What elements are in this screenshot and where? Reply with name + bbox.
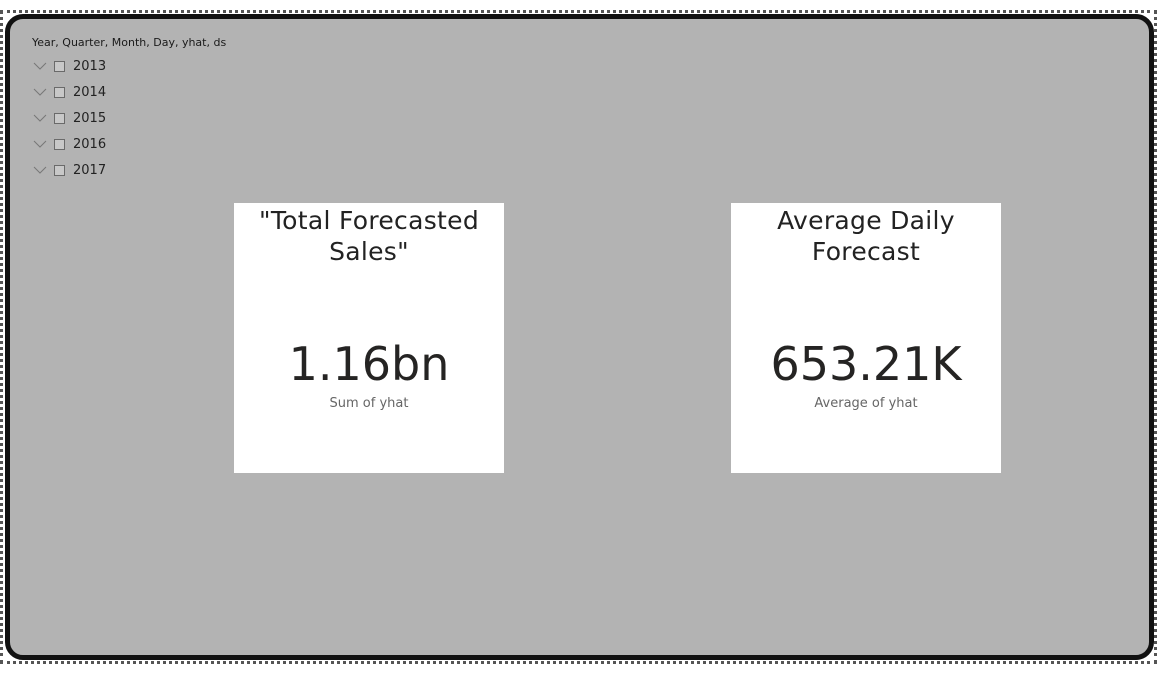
slicer-item-2014[interactable]: 2014 — [32, 79, 226, 105]
card-caption: Average of yhat — [814, 396, 918, 411]
total-forecasted-sales-card[interactable]: "Total Forecasted Sales" 1.16bn Sum of y… — [234, 203, 504, 473]
slicer-item-2017[interactable]: 2017 — [32, 157, 226, 183]
card-title-line: "Total Forecasted — [259, 206, 479, 235]
card-title-line: Sales" — [329, 237, 409, 266]
checkbox[interactable] — [54, 86, 65, 98]
date-hierarchy-slicer: Year, Quarter, Month, Day, yhat, ds 2013… — [32, 36, 226, 183]
card-value: 653.21K — [770, 337, 962, 391]
slicer-item-label: 2013 — [73, 58, 107, 74]
chevron-down-icon[interactable] — [32, 162, 48, 178]
slicer-item-2015[interactable]: 2015 — [32, 105, 226, 131]
slicer-item-label: 2016 — [73, 136, 107, 152]
chevron-down-icon[interactable] — [32, 110, 48, 126]
checkbox[interactable] — [54, 60, 65, 72]
page-frame — [0, 10, 1157, 664]
checkbox[interactable] — [54, 164, 65, 176]
chevron-down-icon[interactable] — [32, 136, 48, 152]
card-title: Average Daily Forecast — [731, 205, 1001, 267]
chevron-down-icon[interactable] — [32, 58, 48, 74]
checkbox[interactable] — [54, 138, 65, 150]
slicer-item-2013[interactable]: 2013 — [32, 53, 226, 79]
slicer-item-2016[interactable]: 2016 — [32, 131, 226, 157]
card-value: 1.16bn — [288, 337, 450, 391]
card-title-line: Average Daily — [777, 206, 955, 235]
average-daily-forecast-card[interactable]: Average Daily Forecast 653.21K Average o… — [731, 203, 1001, 473]
card-title: "Total Forecasted Sales" — [234, 205, 504, 267]
slicer-item-label: 2014 — [73, 84, 107, 100]
checkbox[interactable] — [54, 112, 65, 124]
slicer-item-label: 2015 — [73, 110, 107, 126]
slicer-header: Year, Quarter, Month, Day, yhat, ds — [32, 36, 227, 49]
card-title-line: Forecast — [811, 237, 921, 266]
report-canvas: Year, Quarter, Month, Day, yhat, ds 2013… — [5, 14, 1154, 660]
chevron-down-icon[interactable] — [32, 84, 48, 100]
slicer-item-label: 2017 — [73, 162, 107, 178]
card-caption: Sum of yhat — [329, 396, 409, 411]
